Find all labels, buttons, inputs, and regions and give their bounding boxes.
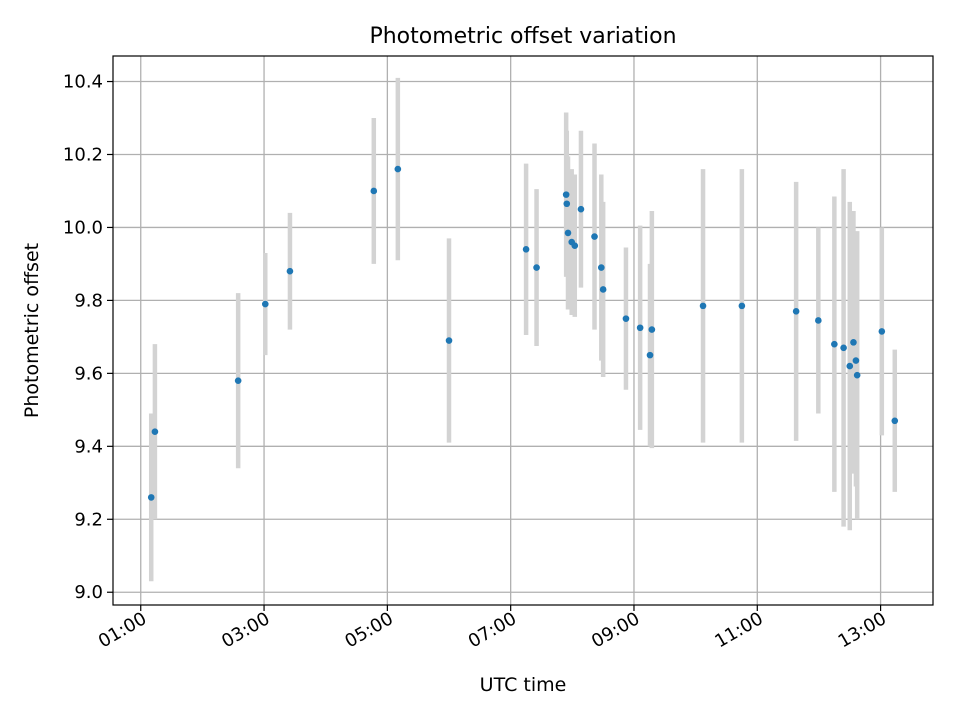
- data-points: [147, 165, 899, 501]
- data-point: [815, 317, 822, 324]
- data-point: [598, 264, 605, 271]
- data-point: [792, 308, 800, 315]
- x-axis-label: UTC time: [480, 674, 567, 696]
- error-bars: [148, 77, 898, 582]
- x-tick-label: 07:00: [465, 608, 520, 652]
- data-point: [571, 242, 579, 249]
- data-point: [699, 302, 707, 310]
- data-point: [370, 187, 378, 195]
- data-point: [151, 428, 159, 436]
- y-tick-label: 9.4: [74, 436, 103, 457]
- data-point: [840, 344, 847, 352]
- data-point: [522, 246, 530, 253]
- data-point: [261, 300, 269, 308]
- data-point: [533, 264, 540, 271]
- data-point: [563, 200, 571, 208]
- y-axis-label: Photometric offset: [21, 243, 43, 418]
- data-point: [852, 357, 860, 364]
- data-point: [648, 326, 656, 333]
- data-point: [591, 233, 598, 240]
- x-tick-label: 03:00: [218, 608, 273, 652]
- data-point: [599, 286, 607, 293]
- chart-title: Photometric offset variation: [369, 24, 676, 49]
- data-point: [445, 337, 453, 344]
- y-tick-label: 9.2: [74, 509, 103, 530]
- data-point: [846, 362, 854, 370]
- data-point: [622, 315, 630, 322]
- x-tick-label: 01:00: [95, 608, 150, 652]
- ticks: 01:00 03:00 05:00 07:00 09:00 11:00 13:00 9.0 9.…: [63, 72, 890, 653]
- y-tick-label: 9.6: [74, 363, 103, 384]
- x-tick-label: 13:00: [835, 608, 890, 652]
- x-tick-label: 05:00: [341, 608, 396, 652]
- data-point: [394, 165, 402, 173]
- data-point: [577, 205, 585, 213]
- data-point: [878, 328, 886, 335]
- y-tick-label: 9.0: [74, 582, 103, 603]
- data-point: [234, 377, 242, 384]
- data-point: [636, 324, 644, 332]
- data-point: [738, 302, 746, 310]
- x-tick-label: 11:00: [711, 608, 766, 652]
- data-point: [831, 340, 838, 348]
- plot-frame: [112, 55, 934, 606]
- data-point: [891, 417, 899, 425]
- data-point: [853, 371, 861, 379]
- data-point: [286, 267, 294, 275]
- y-tick-label: 10.4: [63, 72, 103, 93]
- data-point: [562, 191, 570, 198]
- y-tick-label: 10.2: [63, 144, 103, 165]
- data-point: [646, 351, 654, 359]
- data-point: [850, 339, 857, 346]
- data-point: [564, 229, 572, 237]
- x-tick-label: 09:00: [588, 608, 643, 652]
- data-point: [147, 494, 155, 501]
- y-tick-label: 10.0: [63, 217, 103, 238]
- y-tick-label: 9.8: [74, 290, 103, 311]
